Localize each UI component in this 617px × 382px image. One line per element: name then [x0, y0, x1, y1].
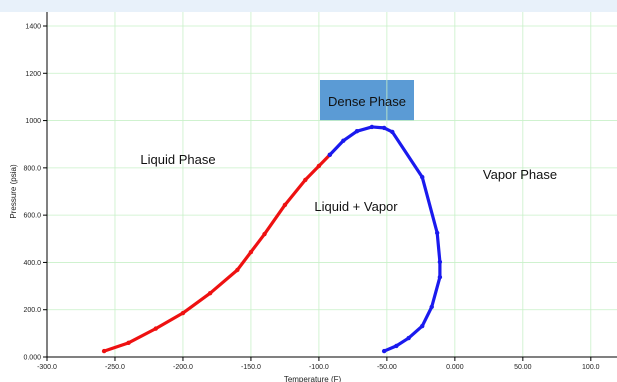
point — [101, 348, 107, 354]
x-tick-label: 50.00 — [514, 364, 532, 371]
point — [235, 267, 240, 273]
x-tick-label: -50.00 — [377, 364, 397, 371]
point — [153, 326, 158, 331]
y-tick-label: 1400 — [25, 24, 41, 31]
y-tick-label: 1200 — [25, 71, 41, 78]
point — [369, 124, 375, 130]
x-axis-label: Temperature (F) — [284, 375, 342, 382]
point — [434, 230, 440, 236]
annotation: Dense Phase — [328, 94, 406, 109]
y-tick-label: 400.0 — [23, 260, 41, 267]
y-axis-label: Pressure (psia) — [9, 164, 18, 219]
point — [420, 323, 425, 329]
point — [437, 259, 443, 265]
point — [248, 249, 254, 255]
x-tick-label: -300.0 — [37, 364, 57, 371]
annotation: Vapor Phase — [483, 167, 557, 182]
x-tick-label: 0.000 — [446, 364, 464, 371]
x-tick-label: -150.0 — [241, 364, 261, 371]
point — [381, 125, 387, 131]
point — [406, 335, 411, 341]
series-line — [328, 125, 442, 353]
point — [381, 348, 387, 354]
point — [282, 202, 288, 208]
point — [316, 163, 322, 169]
point — [437, 274, 443, 280]
point — [354, 129, 360, 134]
point — [341, 138, 346, 143]
annotation: Liquid Phase — [140, 152, 215, 167]
point — [126, 340, 131, 346]
y-tick-label: 800.0 — [23, 165, 41, 172]
y-tick-label: 1000 — [25, 118, 41, 125]
point — [420, 174, 425, 180]
y-tick-label: 600.0 — [23, 213, 41, 220]
x-tick-label: -200.0 — [173, 364, 193, 371]
point — [394, 343, 399, 349]
y-tick-label: 200.0 — [23, 307, 41, 314]
point — [262, 231, 267, 237]
x-tick-label: 100.0 — [582, 364, 600, 371]
annotation: Liquid + Vapor — [314, 199, 398, 214]
point — [180, 310, 186, 316]
point — [327, 152, 332, 158]
dense-phase-box — [320, 80, 414, 121]
y-tick-label: 0.000 — [23, 355, 41, 362]
x-tick-label: -100.0 — [309, 364, 329, 371]
x-tick-label: -250.0 — [105, 364, 125, 371]
point — [429, 304, 434, 310]
top-strip — [0, 0, 617, 12]
point — [303, 177, 308, 183]
point — [207, 290, 213, 296]
point — [390, 129, 395, 135]
series-line — [103, 153, 331, 353]
